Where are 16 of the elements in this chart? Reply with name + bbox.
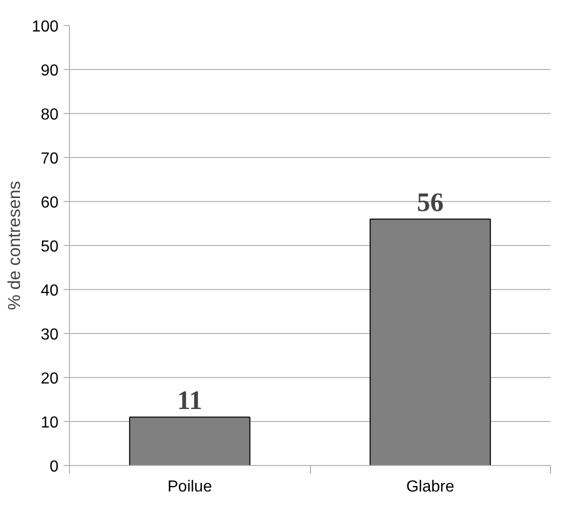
y-tick-label: 20	[40, 370, 59, 388]
y-tick-label: 40	[40, 282, 59, 300]
y-tick-label: 70	[40, 150, 59, 168]
data-label: 56	[416, 187, 444, 218]
y-tick-label: 60	[40, 194, 59, 212]
y-tick-label: 0	[50, 458, 59, 476]
x-tick-label: Glabre	[406, 478, 454, 496]
y-tick-label: 50	[40, 238, 59, 256]
y-tick-label: 90	[40, 62, 59, 80]
data-label: 11	[177, 385, 202, 416]
y-tick-label: 100	[32, 18, 59, 36]
y-axis-title: % de contresens	[4, 180, 24, 310]
y-tick-label: 30	[40, 326, 59, 344]
y-tick-label: 10	[40, 414, 59, 432]
y-tick-label: 80	[40, 106, 59, 124]
x-tick-label: Poilue	[168, 478, 212, 496]
